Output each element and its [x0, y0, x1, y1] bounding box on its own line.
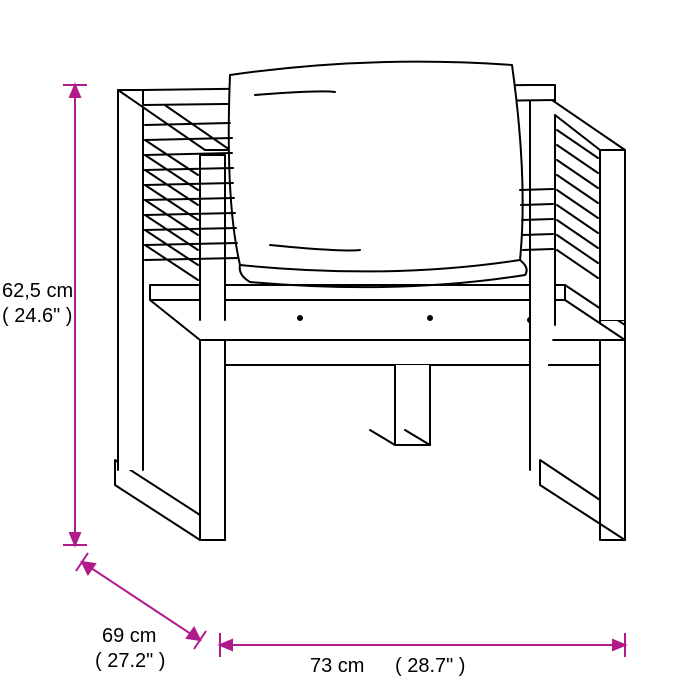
furniture-dimension-diagram: 62,5 cm ( 24.6" ) 69 cm ( 27.2" ) 73 cm …: [0, 0, 700, 700]
width-in-label: ( 28.7" ): [395, 655, 465, 678]
width-cm-label: 73 cm: [310, 655, 364, 678]
height-cm-label: 62,5 cm: [2, 280, 73, 303]
depth-in-label: ( 27.2" ): [95, 650, 165, 673]
depth-cm-label: 69 cm: [102, 625, 156, 648]
height-in-label: ( 24.6" ): [2, 305, 72, 328]
dimension-lines: [0, 0, 700, 700]
